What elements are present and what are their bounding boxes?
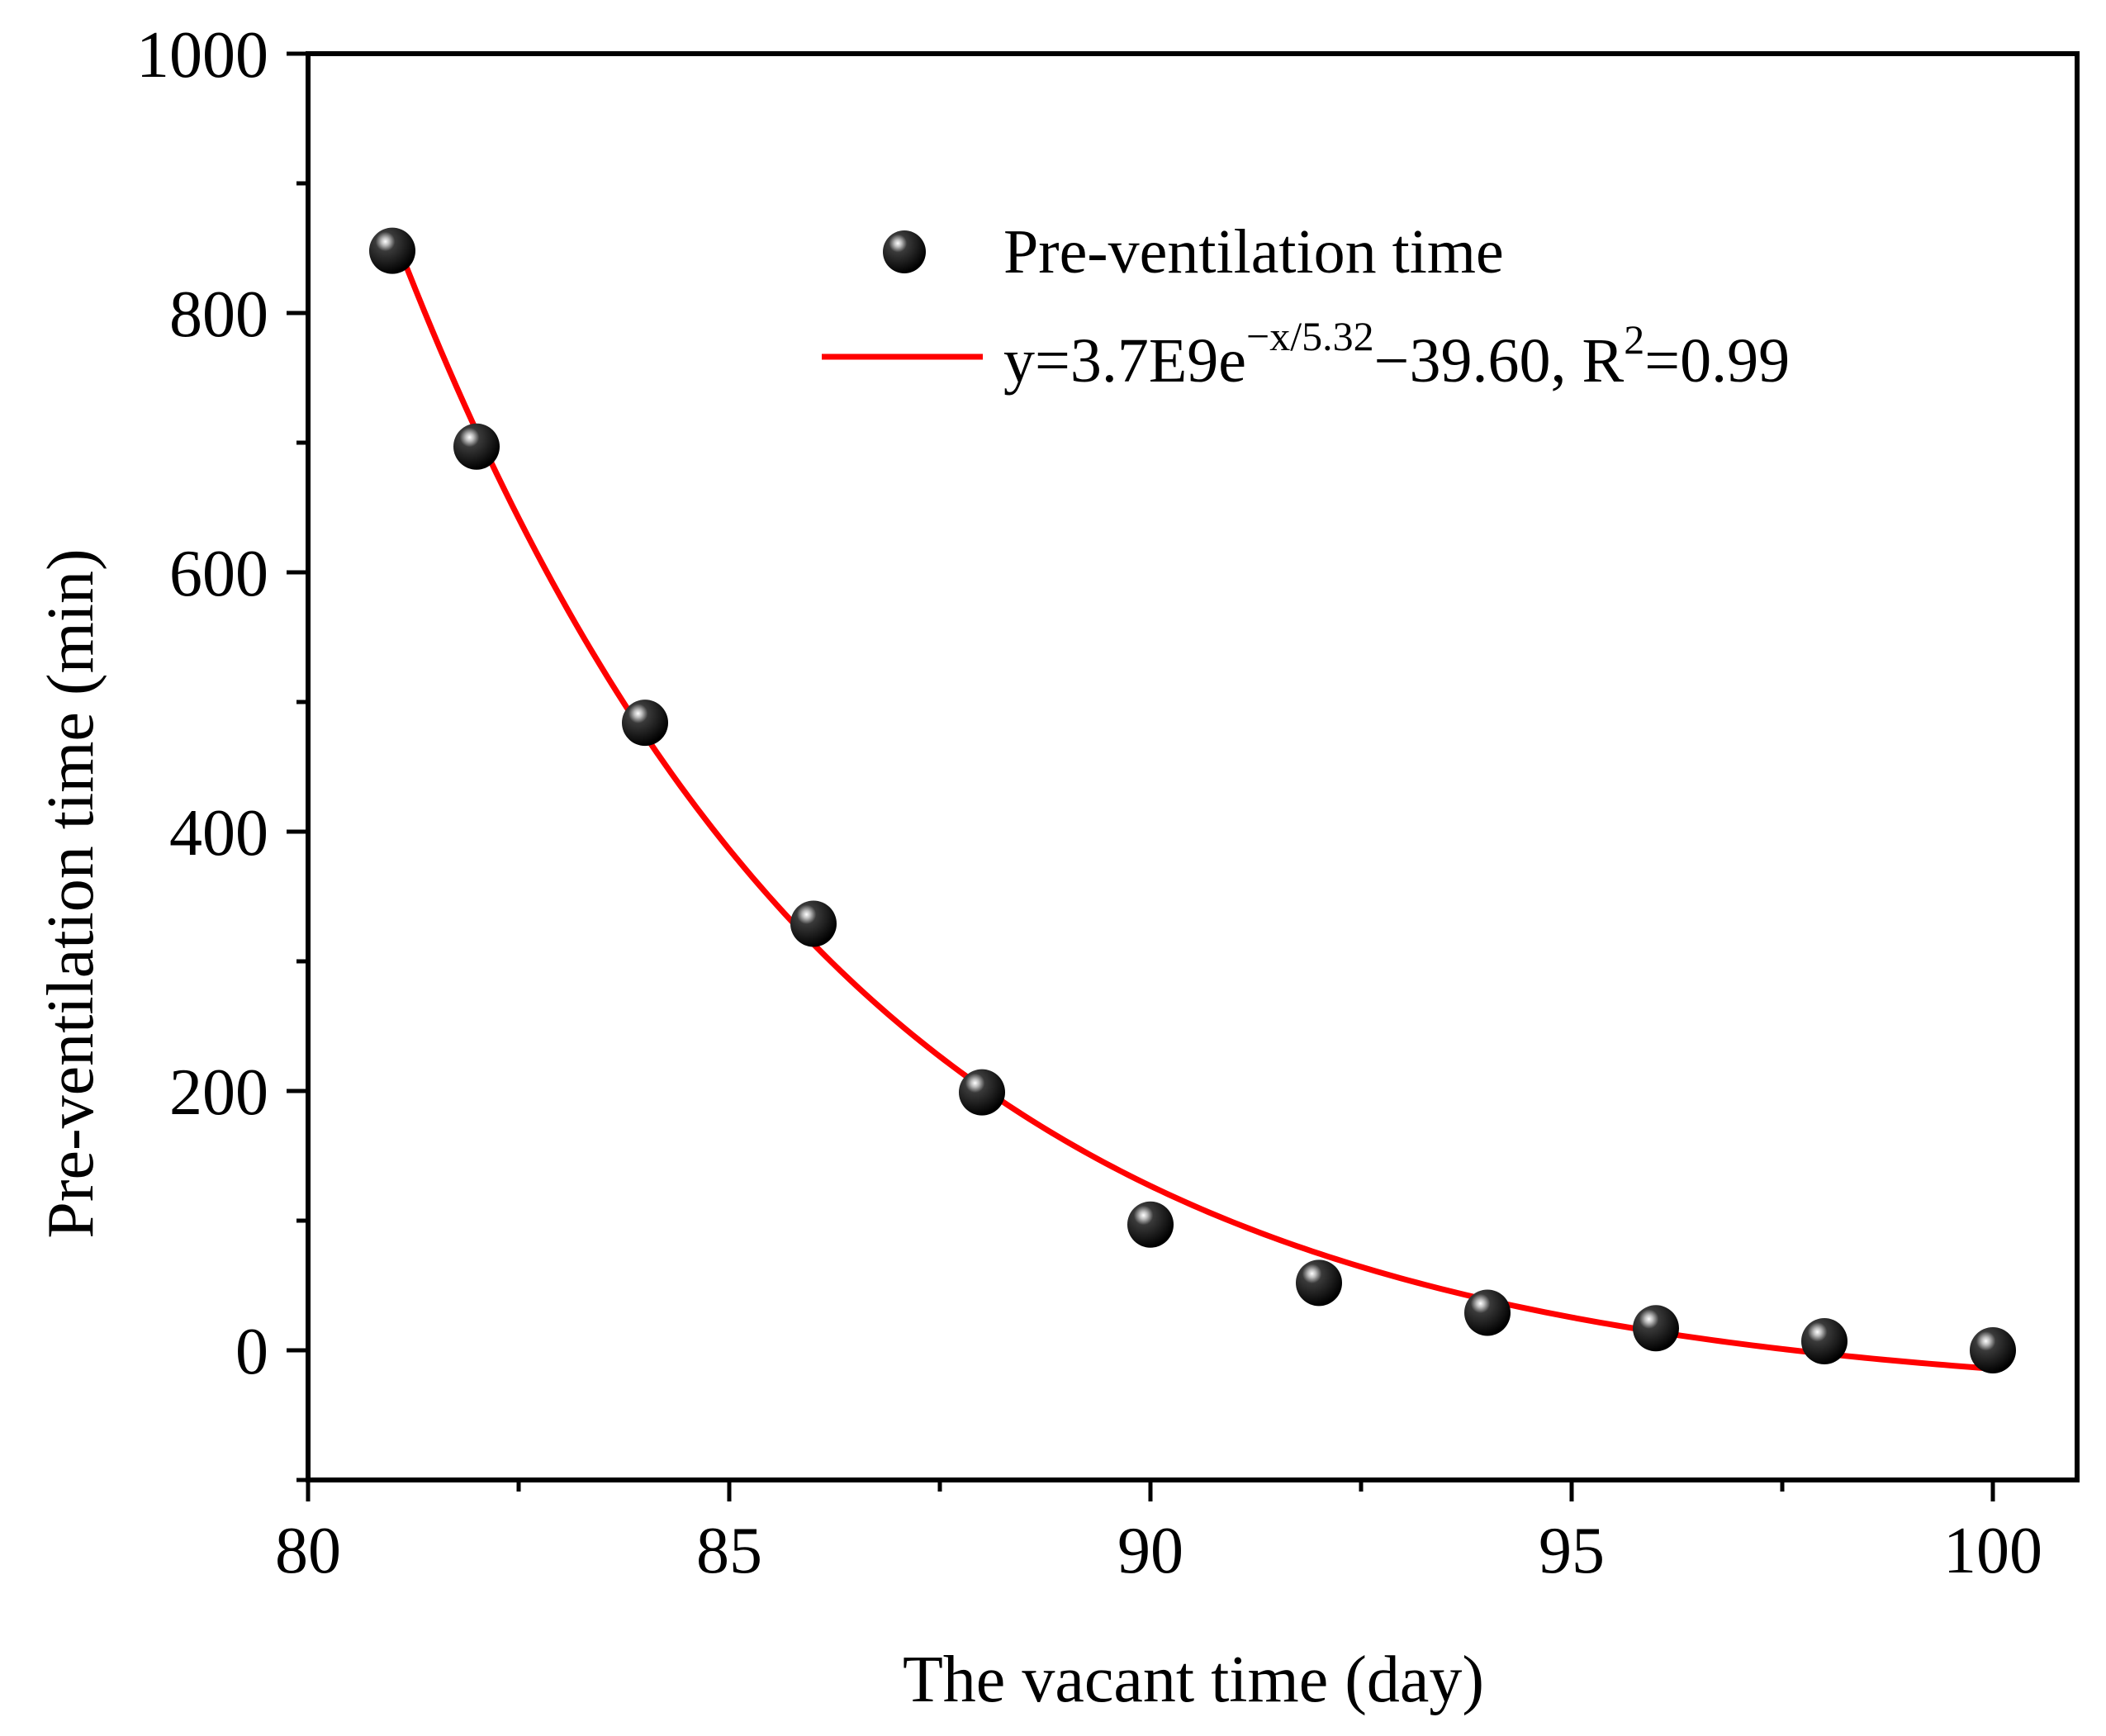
data-point	[1127, 1201, 1174, 1248]
plot-frame	[306, 51, 2080, 1482]
x-tick-label: 80	[275, 1515, 341, 1587]
legend-fit-part3: =0.99	[1644, 326, 1790, 396]
data-point	[1970, 1327, 2016, 1373]
legend-fit-r-power: 2	[1624, 316, 1644, 363]
fit-curve-layer	[389, 229, 1994, 1372]
legend-fit-part1: y=3.7E9e	[1003, 326, 1246, 396]
legend-fit-label: y=3.7E9e−x/5.32−39.60, R2=0.99	[1003, 313, 1790, 396]
x-tick-label: 90	[1117, 1515, 1183, 1587]
data-point	[453, 423, 500, 470]
legend-fit-minus2: −	[1374, 326, 1410, 396]
y-axis-label: Pre-ventilation time (min)	[35, 548, 107, 1238]
legend-fit-part2: 39.60, R	[1410, 326, 1625, 396]
y-tick-label: 800	[169, 278, 268, 351]
x-tick-label: 100	[1943, 1515, 2042, 1587]
y-tick-label: 0	[235, 1316, 268, 1388]
legend-scatter-marker	[883, 230, 926, 273]
legend: Pre-ventilation time y=3.7E9e−x/5.32−39.…	[822, 217, 1790, 396]
data-point	[959, 1069, 1005, 1116]
data-point	[1464, 1289, 1511, 1336]
data-point	[369, 227, 415, 274]
plot-border	[306, 51, 2080, 1482]
data-point	[622, 700, 668, 747]
data-points-layer	[369, 227, 2016, 1373]
y-tick-label: 200	[169, 1056, 268, 1129]
legend-fit-exponent: x/5.32	[1269, 313, 1373, 359]
x-axis-ticks: 80 85 90 95 100	[275, 1480, 2042, 1587]
x-tick-label: 95	[1539, 1515, 1605, 1587]
data-point	[1633, 1305, 1679, 1352]
data-point	[790, 900, 837, 947]
x-tick-label: 85	[696, 1515, 762, 1587]
data-point	[1296, 1259, 1342, 1307]
y-axis-ticks: 0 200 400 600 800 1000	[136, 19, 308, 1482]
data-point	[1801, 1318, 1847, 1365]
x-axis-label: The vacant time (day)	[903, 1644, 1484, 1716]
legend-fit-minus1: −	[1246, 313, 1269, 359]
y-tick-label: 600	[169, 538, 268, 610]
y-tick-label: 1000	[136, 19, 268, 92]
legend-scatter-label: Pre-ventilation time	[1003, 217, 1504, 287]
fit-curve	[389, 229, 1994, 1372]
y-tick-label: 400	[169, 797, 268, 870]
